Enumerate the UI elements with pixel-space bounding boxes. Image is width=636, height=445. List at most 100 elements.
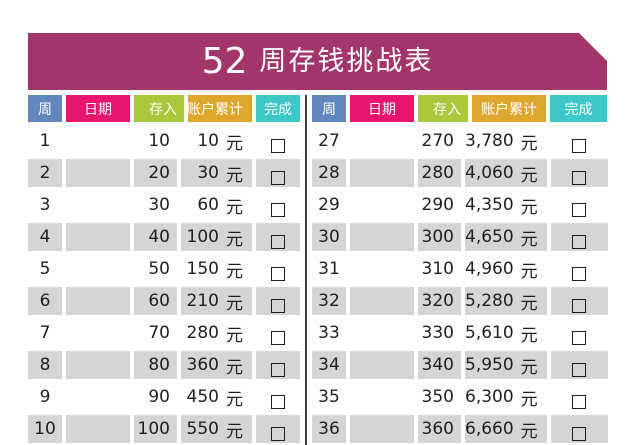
table-weeks-right: 周 日期 存入 账户累计 完成 27 270 3,780 元	[312, 95, 608, 445]
complete-checkbox[interactable]	[271, 234, 285, 249]
date-cell[interactable]	[350, 255, 414, 283]
date-cell[interactable]	[66, 127, 130, 155]
complete-checkbox[interactable]	[572, 298, 587, 313]
date-cell[interactable]	[66, 383, 130, 411]
week-cell: 10	[28, 415, 62, 443]
currency-suffix: 元	[226, 229, 243, 250]
complete-checkbox[interactable]	[271, 266, 285, 281]
table-row: 3 30 60 元	[28, 189, 300, 221]
date-cell[interactable]	[350, 319, 414, 347]
table-row: 1 10 10 元	[28, 125, 300, 157]
total-value: 6,660	[465, 419, 514, 439]
week-cell: 5	[39, 259, 51, 279]
complete-checkbox[interactable]	[572, 138, 587, 153]
total-value: 210	[186, 291, 219, 311]
done-cell	[551, 255, 608, 283]
complete-checkbox[interactable]	[271, 362, 285, 377]
total-value: 4,350	[465, 195, 514, 215]
page-title: 周存钱挑战表	[259, 46, 434, 77]
total-value: 10	[197, 131, 219, 151]
date-cell[interactable]	[350, 351, 414, 379]
table-row: 35 350 6,300 元	[312, 381, 607, 413]
currency-suffix: 元	[520, 357, 538, 378]
total-cell: 5,280 元	[465, 287, 547, 315]
currency-suffix: 元	[520, 389, 538, 410]
date-cell[interactable]	[66, 159, 130, 187]
deposit-cell: 80	[134, 351, 177, 379]
column-header-week: 周	[28, 95, 62, 122]
done-cell	[256, 223, 300, 251]
complete-checkbox[interactable]	[572, 266, 587, 281]
total-cell: 3,780 元	[465, 127, 547, 155]
total-cell: 30 元	[181, 159, 252, 187]
week-cell: 30	[312, 223, 346, 251]
date-cell[interactable]	[66, 415, 130, 443]
date-cell[interactable]	[350, 127, 414, 155]
complete-checkbox[interactable]	[271, 138, 285, 153]
table-divider	[305, 95, 307, 445]
currency-suffix: 元	[226, 325, 243, 346]
complete-checkbox[interactable]	[271, 170, 285, 185]
date-cell[interactable]	[350, 223, 414, 251]
done-cell	[551, 191, 608, 219]
week-cell: 2	[28, 159, 62, 187]
date-cell[interactable]	[350, 415, 414, 443]
date-cell[interactable]	[66, 319, 130, 347]
currency-suffix: 元	[226, 357, 243, 378]
week-cell: 7	[39, 323, 51, 343]
date-cell[interactable]	[350, 383, 414, 411]
week-cell: 3	[39, 195, 51, 215]
complete-checkbox[interactable]	[271, 298, 285, 313]
week-cell: 4	[28, 223, 62, 251]
complete-checkbox[interactable]	[271, 330, 285, 345]
complete-checkbox[interactable]	[271, 394, 285, 409]
total-value: 360	[186, 355, 219, 375]
date-cell[interactable]	[350, 159, 414, 187]
table-row: 34 340 5,950 元	[312, 349, 608, 381]
complete-checkbox[interactable]	[271, 202, 285, 217]
date-cell[interactable]	[66, 191, 130, 219]
date-cell[interactable]	[66, 287, 130, 315]
total-value: 3,780	[465, 131, 514, 151]
table-body: 1 10 10 元 2 20 30	[28, 125, 300, 445]
deposit-cell: 350	[421, 387, 454, 407]
week-cell: 31	[318, 259, 340, 279]
table-row: 6 60 210 元	[28, 285, 300, 317]
complete-checkbox[interactable]	[572, 330, 587, 345]
complete-checkbox[interactable]	[572, 202, 587, 217]
total-value: 100	[186, 227, 219, 247]
column-header-deposit: 存入	[418, 95, 468, 122]
challenge-tables: 周 日期 存入 账户累计 完成 1 10 10 元	[28, 95, 608, 445]
total-value: 280	[186, 323, 219, 343]
complete-checkbox[interactable]	[271, 426, 285, 441]
week-cell: 6	[28, 287, 62, 315]
date-cell[interactable]	[350, 287, 414, 315]
done-cell	[256, 415, 300, 443]
complete-checkbox[interactable]	[572, 234, 587, 249]
date-cell[interactable]	[66, 255, 130, 283]
complete-checkbox[interactable]	[572, 394, 587, 409]
week-cell: 1	[39, 131, 51, 151]
complete-checkbox[interactable]	[572, 362, 587, 377]
total-value: 6,300	[465, 387, 514, 407]
date-cell[interactable]	[66, 351, 130, 379]
date-cell[interactable]	[350, 191, 414, 219]
header-row: 周 日期 存入 账户累计 完成	[312, 95, 607, 122]
date-cell[interactable]	[66, 223, 130, 251]
week-cell: 28	[312, 159, 346, 187]
week-cell: 29	[318, 195, 340, 215]
done-cell	[256, 255, 300, 283]
total-value: 5,610	[465, 323, 514, 343]
week-cell: 8	[28, 351, 62, 379]
complete-checkbox[interactable]	[572, 426, 587, 441]
complete-checkbox[interactable]	[572, 170, 587, 185]
currency-suffix: 元	[226, 293, 243, 314]
total-value: 4,060	[465, 163, 514, 183]
currency-suffix: 元	[226, 197, 243, 218]
currency-suffix: 元	[520, 293, 538, 314]
total-cell: 4,060 元	[465, 159, 547, 187]
column-header-week: 周	[312, 95, 346, 122]
currency-suffix: 元	[520, 197, 538, 218]
total-cell: 4,650 元	[465, 223, 547, 251]
week-cell: 27	[318, 131, 340, 151]
